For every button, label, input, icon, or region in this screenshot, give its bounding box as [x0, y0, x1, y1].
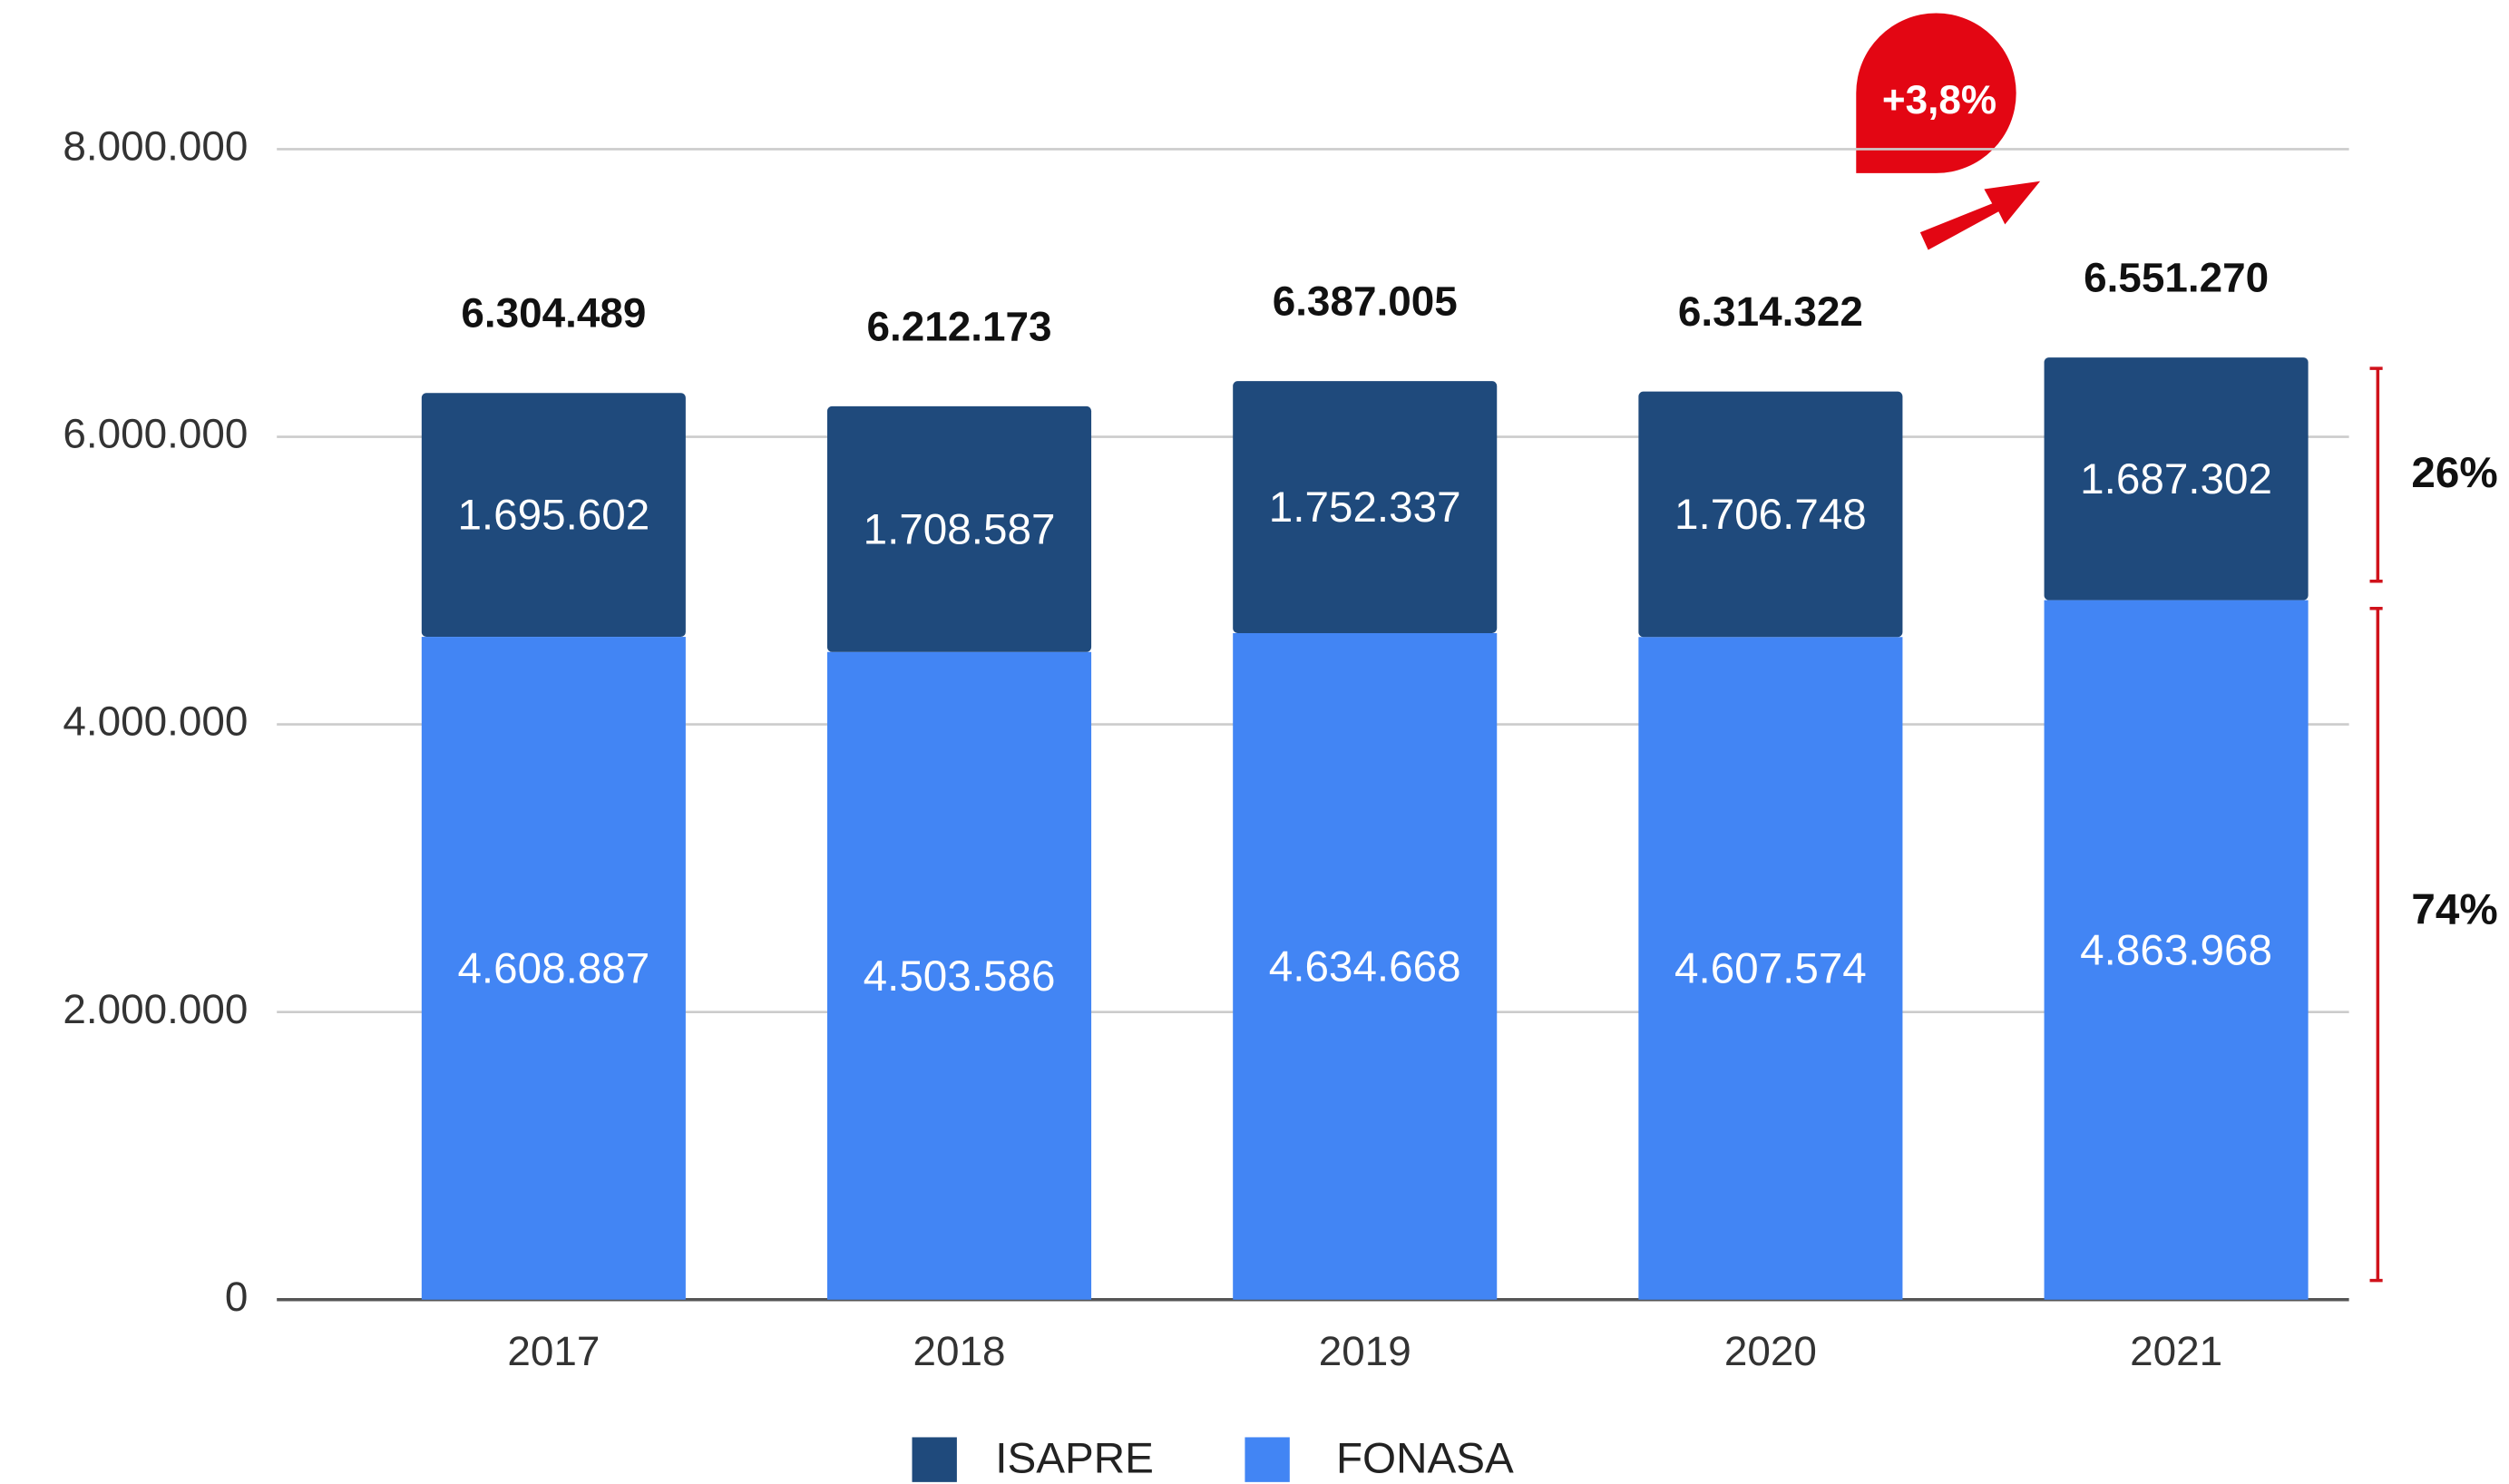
growth-badge — [1856, 13, 2016, 173]
total-label: 6.551.270 — [2084, 254, 2269, 301]
segment-label: 1.752.337 — [1269, 483, 1461, 532]
bar-segment — [421, 393, 686, 638]
segment-label: 4.607.574 — [1674, 945, 1867, 993]
legend-swatch — [1245, 1437, 1290, 1482]
bar-segment — [1638, 391, 1903, 638]
growth-label: +3,8% — [1882, 78, 1996, 122]
growth-arrow — [1919, 181, 2041, 250]
bar-segment — [1233, 381, 1498, 633]
total-label: 6.304.489 — [461, 289, 646, 337]
bar-segment — [827, 405, 1092, 652]
bar-segment — [2044, 357, 2309, 600]
bar-segment — [1638, 637, 1903, 1300]
segment-label: 1.706.748 — [1674, 491, 1867, 539]
segment-label: 1.687.302 — [2080, 455, 2272, 503]
segment-label: 1.695.602 — [457, 492, 649, 540]
x-tick-label: 2021 — [2130, 1327, 2222, 1374]
x-tick-label: 2017 — [507, 1327, 600, 1374]
share-brackets — [2369, 366, 2383, 1283]
bar-segment — [827, 651, 1092, 1300]
plot: 0 2.000.000 4.000.000 6.000.000 8.000.000 201… — [63, 122, 2349, 1483]
bar-segment — [1233, 632, 1498, 1300]
y-tick-label: 8.000.000 — [63, 122, 248, 170]
x-tick-label: 2018 — [913, 1327, 1006, 1374]
segment-label: 1.708.587 — [864, 505, 1056, 553]
segment-label: 4.863.968 — [2080, 926, 2272, 974]
segment-label: 4.503.586 — [864, 952, 1056, 1001]
legend-label: FONASA — [1336, 1435, 1514, 1483]
share-label: 74% — [2411, 885, 2497, 933]
bar-segment — [421, 637, 686, 1300]
x-tick-label: 2019 — [1319, 1327, 1411, 1374]
x-tick-label: 2020 — [1724, 1327, 1817, 1374]
y-tick-label: 2.000.000 — [63, 985, 248, 1032]
total-label: 6.314.322 — [1678, 288, 1863, 335]
share-label: 26% — [2411, 449, 2497, 497]
bar-segment — [2044, 600, 2309, 1300]
legend-swatch — [912, 1437, 957, 1482]
segment-label: 4.608.887 — [457, 945, 649, 993]
legend-label: ISAPRE — [995, 1435, 1154, 1483]
y-tick-label: 0 — [225, 1273, 249, 1320]
y-tick-label: 4.000.000 — [63, 698, 248, 745]
total-label: 6.387.005 — [1273, 278, 1458, 325]
segment-label: 4.634.668 — [1269, 942, 1461, 991]
total-label: 6.212.173 — [867, 302, 1052, 349]
y-tick-label: 6.000.000 — [63, 410, 248, 457]
